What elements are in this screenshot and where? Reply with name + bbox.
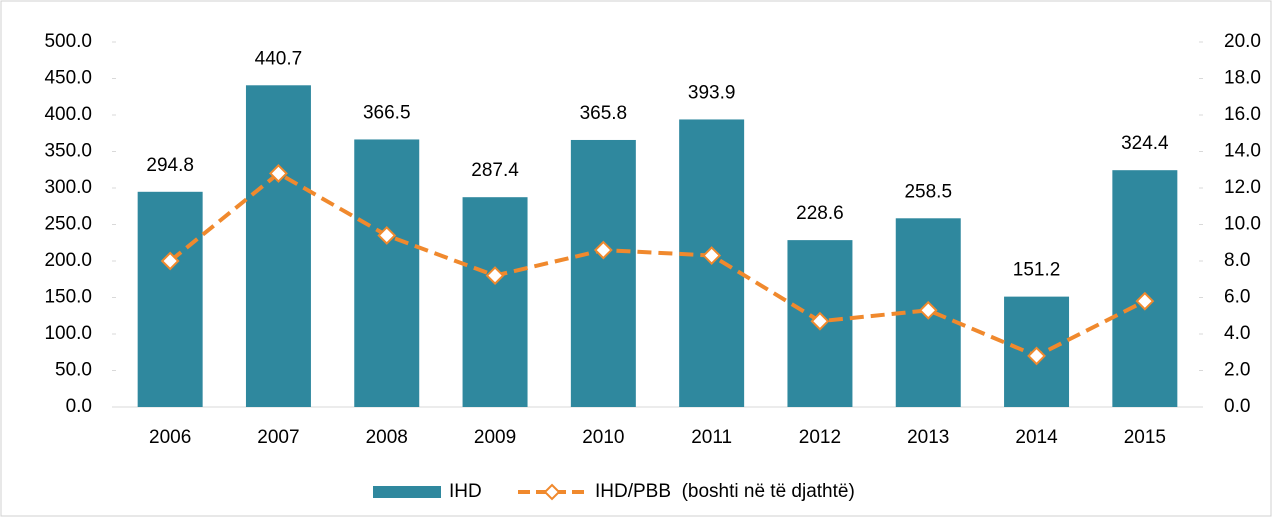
y2-tick-label: 16.0 xyxy=(1224,104,1261,125)
x-tick-label: 2007 xyxy=(257,427,299,448)
line-marker xyxy=(160,251,180,271)
data-label: 258.5 xyxy=(904,181,952,202)
y2-tick-label: 10.0 xyxy=(1224,214,1261,235)
x-tick-label: 2014 xyxy=(1015,427,1058,448)
x-tick-label: 2006 xyxy=(149,427,191,448)
bar xyxy=(1112,170,1178,407)
bar xyxy=(137,191,203,407)
line-marker xyxy=(377,226,397,245)
y-tick-label: 200.0 xyxy=(44,250,92,271)
y2-tick-label: 8.0 xyxy=(1224,250,1250,271)
y2-tick-label: 14.0 xyxy=(1224,141,1261,162)
x-tick-label: 2012 xyxy=(799,427,841,448)
line-marker xyxy=(702,246,722,265)
line-marker xyxy=(918,300,938,320)
y-tick-label: 300.0 xyxy=(44,177,92,198)
x-tick-label: 2009 xyxy=(474,427,516,448)
y2-tick-label: 0.0 xyxy=(1224,396,1250,417)
line-marker xyxy=(485,266,505,286)
y-tick-label: 250.0 xyxy=(44,214,92,235)
y2-tick-label: 2.0 xyxy=(1224,360,1250,381)
y2-tick-label: 6.0 xyxy=(1224,287,1250,308)
x-tick-label: 2010 xyxy=(582,427,624,448)
data-label: 393.9 xyxy=(688,82,736,103)
y-tick-label: 450.0 xyxy=(44,68,92,89)
line-marker xyxy=(810,311,830,331)
data-label: 440.7 xyxy=(255,48,303,69)
x-tick-label: 2013 xyxy=(907,427,949,448)
legend-marker xyxy=(543,483,561,501)
line-marker xyxy=(1027,346,1046,366)
x-tick-label: 2011 xyxy=(691,427,732,448)
data-label: 294.8 xyxy=(146,155,194,176)
y2-tick-label: 4.0 xyxy=(1224,323,1250,344)
line-marker xyxy=(269,163,288,183)
line-marker xyxy=(593,240,613,260)
y2-tick-label: 20.0 xyxy=(1224,31,1261,52)
y2-tick-label: 18.0 xyxy=(1224,68,1261,89)
legend-swatch xyxy=(373,486,441,498)
line xyxy=(168,170,1146,359)
data-label: 228.6 xyxy=(796,203,844,224)
bar xyxy=(354,139,420,407)
y2-tick-label: 12.0 xyxy=(1224,177,1261,198)
data-label: 324.4 xyxy=(1121,133,1169,154)
y-tick-label: 50.0 xyxy=(55,360,92,381)
y-tick-label: 150.0 xyxy=(44,287,92,308)
y-tick-label: 0.0 xyxy=(66,396,92,417)
data-label: 366.5 xyxy=(363,102,411,123)
y-tick-label: 350.0 xyxy=(44,141,92,162)
legend-label: IHD/PBB (boshti në të djathtë) xyxy=(595,481,855,502)
bar xyxy=(462,197,528,407)
data-label: 151.2 xyxy=(1013,260,1061,281)
data-label: 365.8 xyxy=(580,103,628,124)
y-tick-label: 400.0 xyxy=(44,104,92,125)
bar xyxy=(570,139,636,407)
line-marker xyxy=(1135,291,1155,311)
x-tick-label: 2015 xyxy=(1124,427,1166,448)
x-tick-label: 2008 xyxy=(366,427,408,448)
y-tick-label: 500.0 xyxy=(44,31,92,52)
bar xyxy=(245,85,311,407)
data-label: 287.4 xyxy=(471,160,519,181)
y-tick-label: 100.0 xyxy=(44,323,92,344)
legend-label: IHD xyxy=(449,481,482,502)
